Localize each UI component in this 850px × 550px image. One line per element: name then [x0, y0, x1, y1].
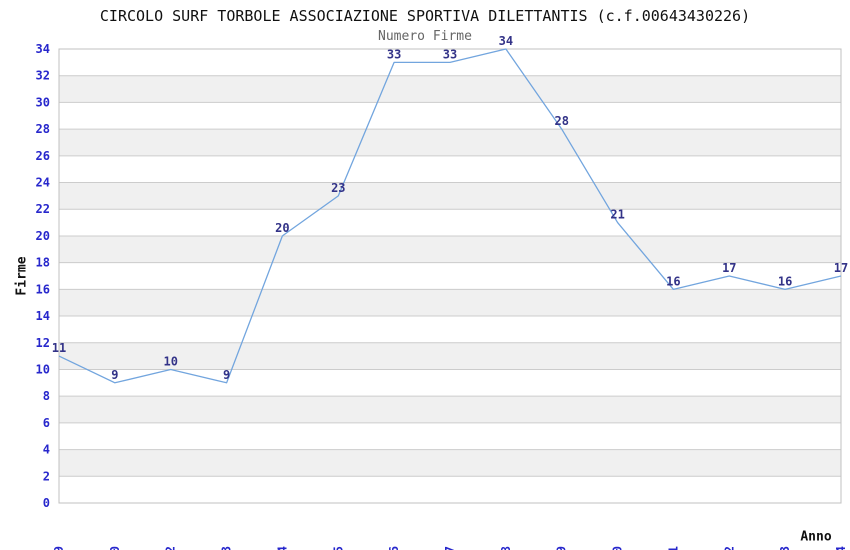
data-point-label: 17 [722, 261, 736, 275]
y-tick-label: 14 [36, 309, 50, 323]
y-tick-label: 8 [43, 389, 50, 403]
data-point-label: 10 [163, 355, 177, 369]
chart-title: CIRCOLO SURF TORBOLE ASSOCIAZIONE SPORTI… [99, 7, 751, 25]
x-tick-label: 2017 [443, 546, 457, 550]
data-point-label: 21 [610, 208, 624, 222]
plot-band [59, 129, 841, 156]
x-tick-label: 2012 [164, 546, 178, 550]
data-point-label: 33 [387, 47, 401, 61]
plot-border [58, 48, 842, 504]
y-axis-title: Firme [14, 256, 30, 296]
data-point-label: 17 [834, 261, 848, 275]
y-tick-label: 18 [36, 256, 50, 270]
data-point-label: 9 [223, 368, 230, 382]
plot-band [59, 235, 841, 263]
y-tick-label: 0 [43, 496, 50, 510]
data-point-label: 23 [331, 181, 345, 195]
x-tick-label: 2010 [108, 546, 122, 550]
y-tick-label: 28 [36, 122, 50, 136]
y-tick-label: 26 [36, 149, 50, 163]
data-point-label: 11 [52, 341, 66, 355]
y-tick-label: 10 [36, 363, 50, 377]
plot-band [59, 289, 841, 317]
y-tick-label: 30 [36, 95, 50, 109]
x-tick-label: 2016 [387, 546, 401, 550]
plot-band [59, 449, 841, 477]
plot-band [59, 342, 841, 370]
x-tick-label: 2015 [331, 546, 345, 550]
x-tick-label: 2013 [220, 546, 234, 550]
x-tick-label: 2021 [666, 546, 680, 550]
data-point-label: 33 [443, 47, 457, 61]
y-tick-label: 4 [43, 443, 50, 457]
chart-subtitle: Numero Firme [378, 29, 472, 44]
plot-band [59, 182, 841, 210]
data-point-label: 9 [111, 368, 118, 382]
data-point-label: 16 [666, 274, 680, 288]
y-tick-label: 34 [36, 42, 50, 56]
data-line [58, 48, 842, 384]
plot-band [59, 75, 841, 103]
y-tick-label: 32 [36, 69, 50, 83]
x-tick-label: 2009 [52, 546, 66, 550]
x-tick-label: 2024 [834, 546, 848, 550]
y-tick-label: 16 [36, 282, 50, 296]
plot-band [59, 396, 841, 423]
x-axis-title: Anno [800, 529, 832, 545]
data-point-label: 16 [778, 274, 792, 288]
y-tick-label: 2 [43, 469, 50, 483]
y-tick-label: 12 [36, 336, 50, 350]
y-tick-label: 24 [36, 176, 50, 190]
data-point-label: 20 [275, 221, 289, 235]
y-tick-label: 22 [36, 202, 50, 216]
data-point-label: 34 [499, 34, 513, 48]
data-point-label: 28 [554, 114, 568, 128]
x-tick-label: 2020 [611, 546, 625, 550]
x-tick-label: 2019 [555, 546, 569, 550]
y-tick-label: 20 [36, 229, 50, 243]
x-tick-label: 2018 [499, 546, 513, 550]
x-tick-label: 2014 [275, 546, 289, 550]
y-tick-label: 6 [43, 416, 50, 430]
